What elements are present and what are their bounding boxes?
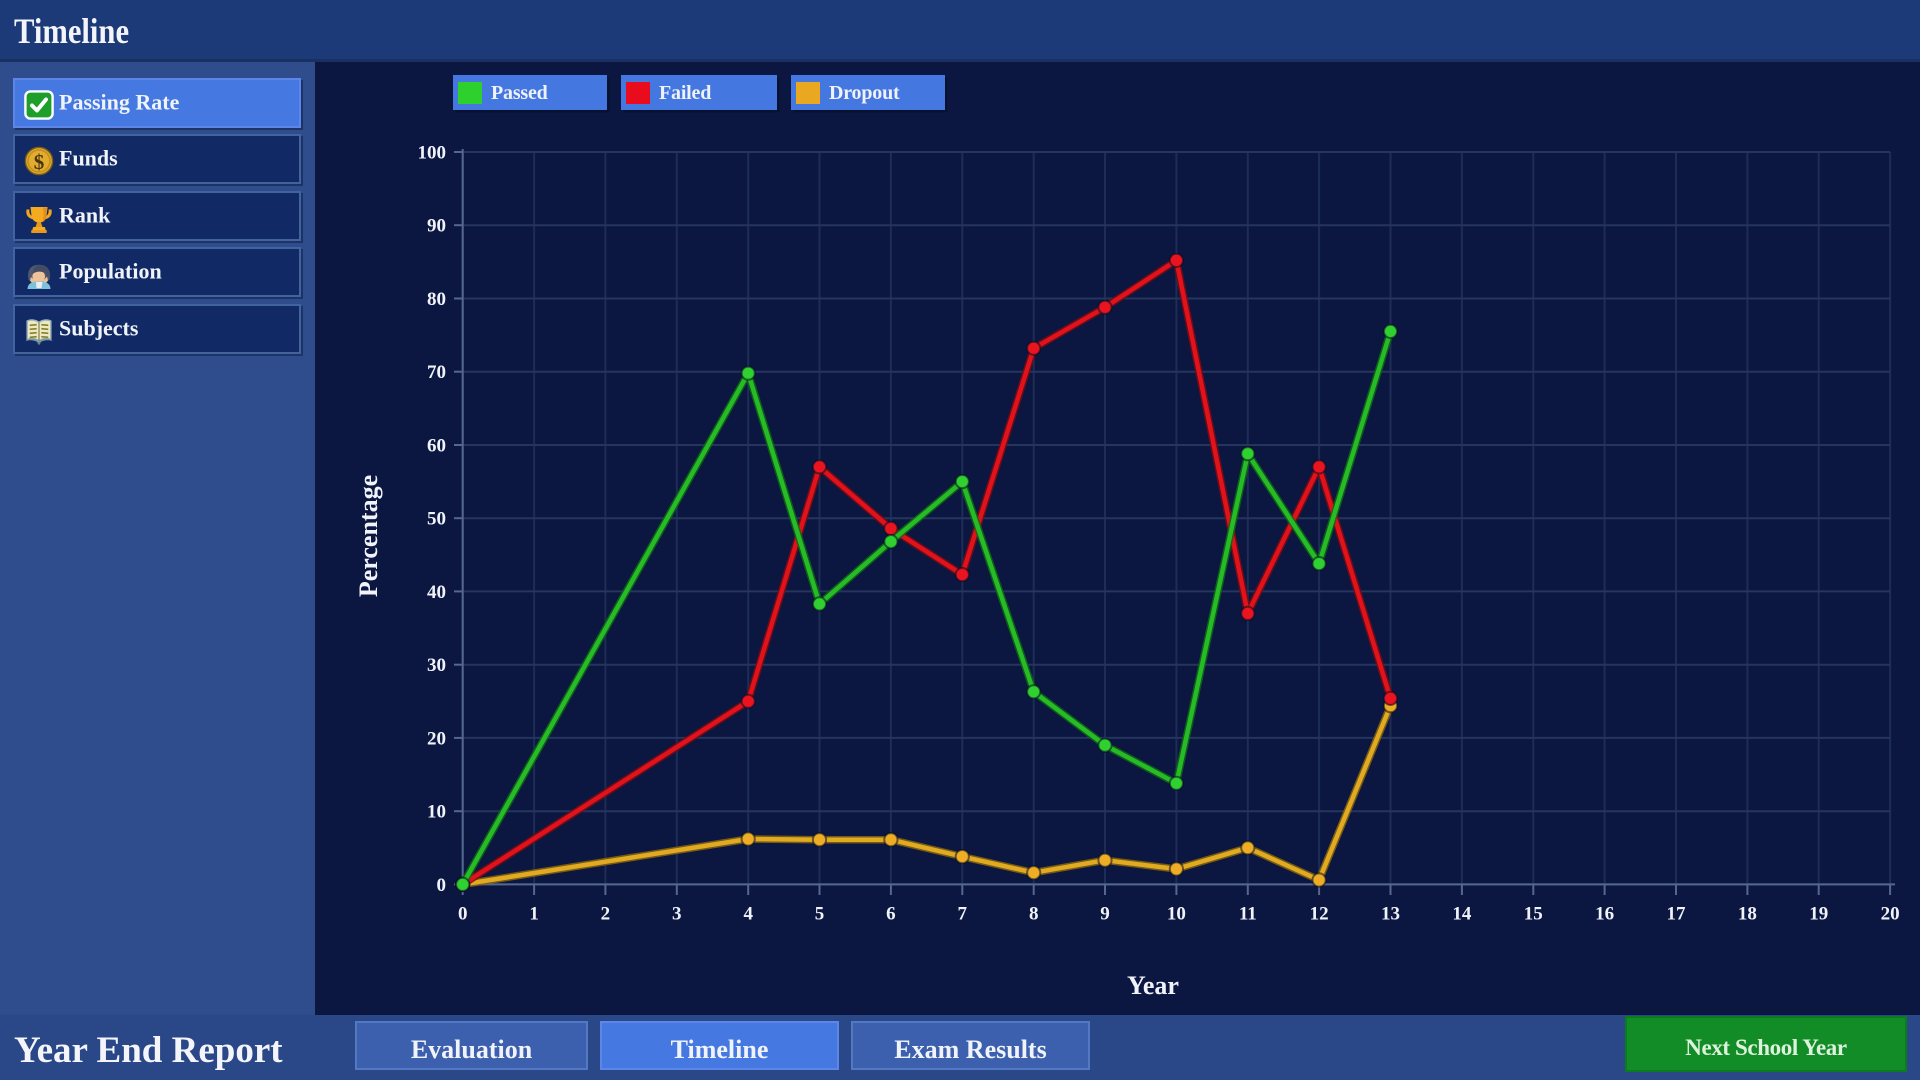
svg-text:40: 40 [427,582,446,603]
svg-text:15: 15 [1524,904,1543,925]
svg-text:30: 30 [427,655,446,676]
svg-text:20: 20 [1881,904,1900,925]
svg-text:Percentage: Percentage [354,475,383,597]
svg-text:60: 60 [427,436,446,457]
svg-text:18: 18 [1738,904,1757,925]
svg-text:14: 14 [1452,904,1472,925]
svg-text:10: 10 [1167,904,1186,925]
svg-text:0: 0 [437,875,447,896]
svg-text:80: 80 [427,289,446,310]
svg-text:13: 13 [1381,904,1400,925]
svg-text:16: 16 [1595,904,1614,925]
svg-text:6: 6 [886,904,896,925]
svg-text:100: 100 [418,143,447,164]
svg-text:0: 0 [458,904,468,925]
svg-text:12: 12 [1310,904,1329,925]
svg-text:17: 17 [1667,904,1687,925]
svg-text:$: $ [34,150,45,174]
svg-text:Year: Year [1127,971,1179,1000]
svg-text:5: 5 [815,904,825,925]
svg-text:70: 70 [427,362,446,383]
svg-text:2: 2 [601,904,611,925]
svg-text:90: 90 [427,216,446,237]
svg-text:3: 3 [672,904,682,925]
svg-text:20: 20 [427,728,446,749]
svg-text:9: 9 [1100,904,1110,925]
svg-text:4: 4 [743,904,753,925]
svg-text:19: 19 [1809,904,1828,925]
svg-text:10: 10 [427,802,446,823]
svg-text:7: 7 [958,904,968,925]
svg-text:8: 8 [1029,904,1039,925]
svg-text:11: 11 [1239,904,1257,925]
svg-text:50: 50 [427,509,446,530]
svg-text:1: 1 [529,904,539,925]
